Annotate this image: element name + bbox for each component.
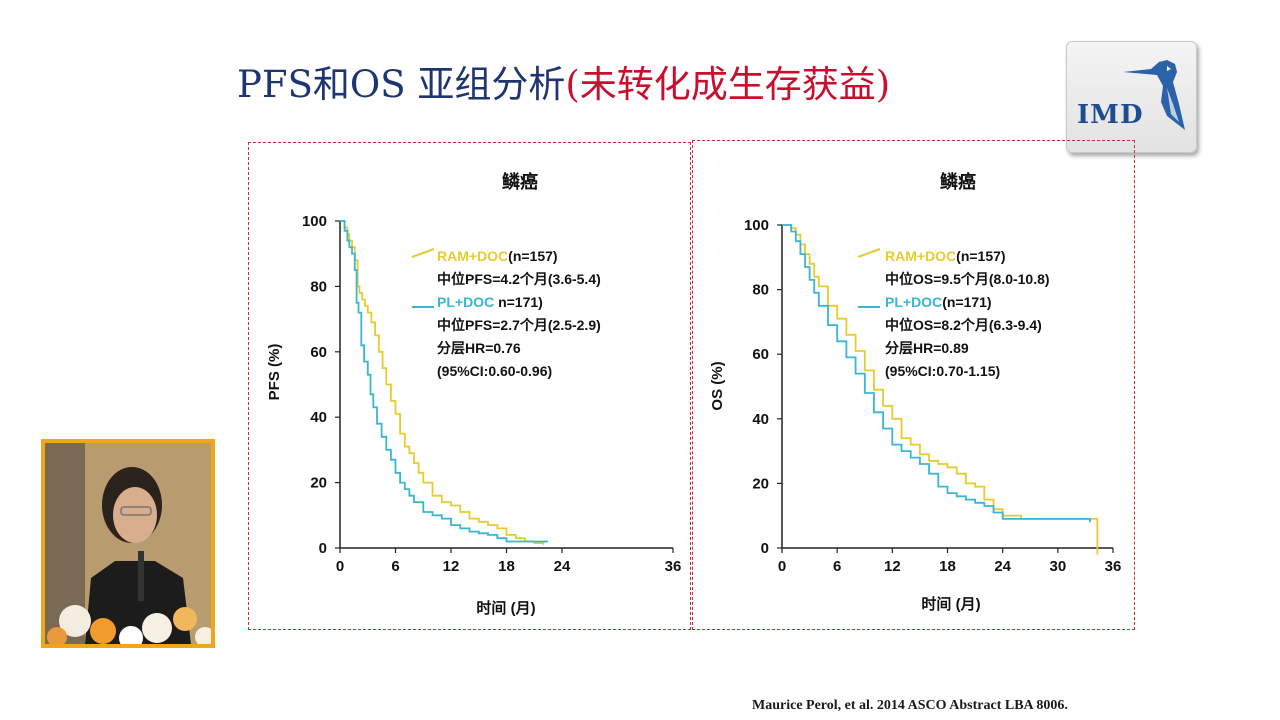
os-legend-pl-name: PL+DOC <box>885 294 942 310</box>
kingfisher-bird-icon <box>1123 60 1185 130</box>
os-x-tick-label: 24 <box>994 558 1011 575</box>
pfs-legend-ram-n: (n=157) <box>508 248 557 264</box>
os-y-tick-label: 20 <box>752 475 769 492</box>
pfs-x-tick-label: 24 <box>554 558 571 575</box>
pfs-legend-pl-n: n=171) <box>494 294 543 310</box>
os-x-tick-label: 36 <box>1105 558 1122 575</box>
os-legend-pl-n: (n=171) <box>942 294 991 310</box>
pfs-y-tick-label: 0 <box>319 540 327 557</box>
pfs-legend-ram: RAM+DOC(n=157) <box>437 248 558 264</box>
pfs-legend-ram-swatch <box>411 248 435 258</box>
os-x-axis-label: 时间 (月) <box>921 595 980 613</box>
os-legend-pl-median: 中位OS=8.2个月(6.3-9.4) <box>885 317 1042 333</box>
imd-logo: IMD <box>1066 41 1197 153</box>
pfs-y-tick-label: 60 <box>310 344 327 361</box>
title-main: PFS和OS 亚组分析 <box>237 63 566 106</box>
pfs-x-tick-label: 0 <box>336 558 344 575</box>
os-y-tick-label: 80 <box>752 282 769 299</box>
pfs-y-tick-label: 100 <box>302 213 327 230</box>
pfs-legend-ci: (95%CI:0.60-0.96) <box>437 363 552 379</box>
os-legend-ci: (95%CI:0.70-1.15) <box>885 363 1000 379</box>
pfs-legend-ram-median: 中位PFS=4.2个月(3.6-5.4) <box>437 271 601 287</box>
os-x-tick-label: 30 <box>1049 558 1066 575</box>
pfs-legend-ram-name: RAM+DOC <box>437 248 508 264</box>
os-legend-hr: 分层HR=0.89 <box>885 340 969 356</box>
pfs-x-tick-label: 12 <box>443 558 460 575</box>
os-y-tick-label: 100 <box>744 217 769 234</box>
pfs-y-tick-label: 40 <box>310 409 327 426</box>
slide-title: PFS和OS 亚组分析(未转化成生存获益) <box>237 54 890 108</box>
pfs-y-tick-label: 80 <box>310 278 327 295</box>
os-legend-ram-swatch <box>857 248 881 258</box>
pfs-y-tick-label: 20 <box>310 475 327 492</box>
pfs-x-tick-label: 18 <box>498 558 515 575</box>
os-legend-ram: RAM+DOC(n=157) <box>885 248 1006 264</box>
os-legend-ram-n: (n=157) <box>956 248 1005 264</box>
pfs-panel <box>248 142 691 630</box>
pfs-x-tick-label: 6 <box>391 558 399 575</box>
logo-text: IMD <box>1077 100 1144 130</box>
pfs-x-tick-label: 36 <box>665 558 682 575</box>
os-x-tick-label: 18 <box>939 558 956 575</box>
os-y-tick-label: 40 <box>752 411 769 428</box>
os-y-tick-label: 60 <box>752 346 769 363</box>
os-legend-ram-median: 中位OS=9.5个月(8.0-10.8) <box>885 271 1050 287</box>
os-legend-ram-name: RAM+DOC <box>885 248 956 264</box>
pfs-legend-pl: PL+DOC n=171) <box>437 294 543 310</box>
pfs-legend-pl-name: PL+DOC <box>437 294 494 310</box>
pfs-series-ram-doc <box>340 220 545 545</box>
os-chart-title: 鳞癌 <box>940 171 976 192</box>
os-series-pl-doc <box>782 224 1091 523</box>
os-y-axis-label: OS (%) <box>709 361 726 410</box>
os-x-tick-label: 6 <box>833 558 841 575</box>
os-series-ram-doc <box>782 224 1099 555</box>
pfs-series-pl-doc <box>340 220 549 543</box>
os-y-tick-label: 0 <box>761 540 769 557</box>
pfs-chart: 鳞癌 0 6 12 18 24 36 0 20 40 60 80 100 时间 (月) PFS (%) RAM… <box>266 171 681 617</box>
speaker-photo <box>41 439 215 648</box>
title-paren: (未转化成生存获益) <box>565 63 891 106</box>
citation: Maurice Perol, et al. 2014 ASCO Abstract… <box>752 698 1068 713</box>
os-x-tick-label: 0 <box>778 558 786 575</box>
os-x-tick-label: 12 <box>884 558 901 575</box>
speaker-silhouette <box>45 443 211 644</box>
os-legend-pl: PL+DOC(n=171) <box>885 294 992 310</box>
os-chart: 鳞癌 0 6 12 18 24 30 36 0 20 40 60 80 100 时间 (月) OS (%) RA… <box>709 171 1121 613</box>
os-panel <box>692 140 1135 630</box>
pfs-legend-hr: 分层HR=0.76 <box>437 340 521 356</box>
pfs-y-axis-label: PFS (%) <box>266 344 283 401</box>
pfs-x-axis-label: 时间 (月) <box>476 599 535 617</box>
pfs-legend-pl-median: 中位PFS=2.7个月(2.5-2.9) <box>437 317 601 333</box>
pfs-chart-title: 鳞癌 <box>502 171 538 192</box>
